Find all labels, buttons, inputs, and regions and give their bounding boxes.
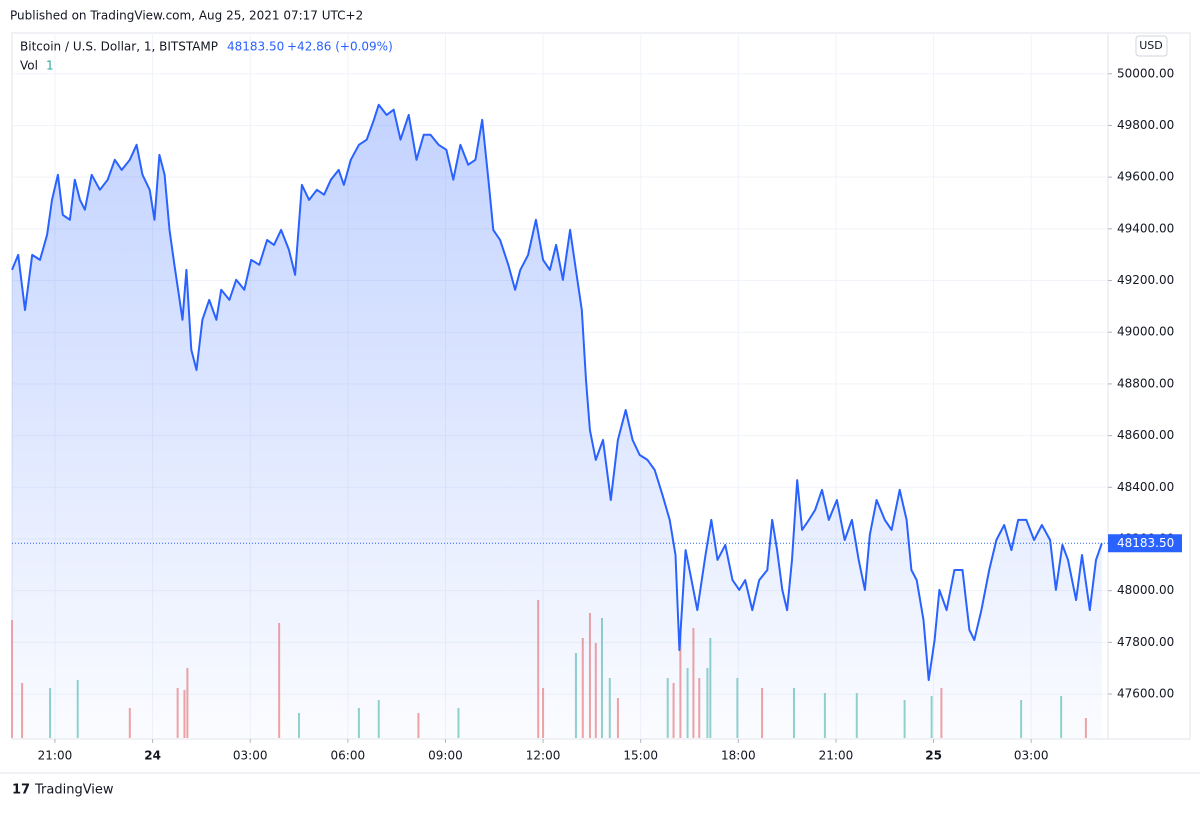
- y-tick-label: 48000.00: [1117, 583, 1174, 597]
- y-tick-label: 49400.00: [1117, 221, 1174, 235]
- currency-label[interactable]: USD: [1139, 39, 1163, 52]
- logo-text: TradingView: [34, 783, 114, 798]
- x-tick-label: 24: [144, 749, 161, 763]
- y-tick-label: 48400.00: [1117, 480, 1174, 494]
- x-tick-label: 03:00: [1014, 749, 1049, 763]
- x-tick-label: 21:00: [38, 749, 73, 763]
- price-area: [12, 104, 1102, 739]
- logo-mark: 17: [12, 783, 30, 798]
- x-tick-label: 06:00: [331, 749, 366, 763]
- y-tick-label: 47800.00: [1117, 635, 1174, 649]
- last-price: 48183.50: [227, 40, 284, 54]
- y-tick-label: 49200.00: [1117, 273, 1174, 287]
- published-note: Published on TradingView.com, Aug 25, 20…: [10, 9, 363, 23]
- last-price-tag: [1108, 534, 1182, 553]
- y-tick-label: 49800.00: [1117, 118, 1174, 132]
- y-tick-label: 48600.00: [1117, 428, 1174, 442]
- x-tick-label: 15:00: [623, 749, 658, 763]
- price-line: [11, 103, 1103, 682]
- x-tick-label: 18:00: [721, 749, 756, 763]
- last-price-tag-label: 48183.50: [1117, 536, 1174, 550]
- x-tick-label: 03:00: [233, 749, 268, 763]
- price-change: +42.86 (+0.09%): [287, 40, 393, 54]
- x-tick-label: 21:00: [819, 749, 854, 763]
- y-tick-label: 49600.00: [1117, 170, 1174, 184]
- symbol-name: Bitcoin / U.S. Dollar, 1, BITSTAMP: [20, 40, 218, 54]
- x-tick-label: 09:00: [428, 749, 463, 763]
- y-tick-label: 48800.00: [1117, 376, 1174, 390]
- y-tick-label: 47600.00: [1117, 687, 1174, 701]
- logo: 17 TradingView: [12, 783, 114, 798]
- volume-legend-value: 1: [46, 59, 54, 73]
- x-tick-label: 25: [925, 749, 942, 763]
- x-tick-label: 12:00: [526, 749, 561, 763]
- y-tick-label: 49000.00: [1117, 325, 1174, 339]
- volume-legend: Vol: [20, 59, 38, 73]
- currency-button[interactable]: [1135, 35, 1168, 57]
- y-tick-label: 50000.00: [1117, 66, 1174, 80]
